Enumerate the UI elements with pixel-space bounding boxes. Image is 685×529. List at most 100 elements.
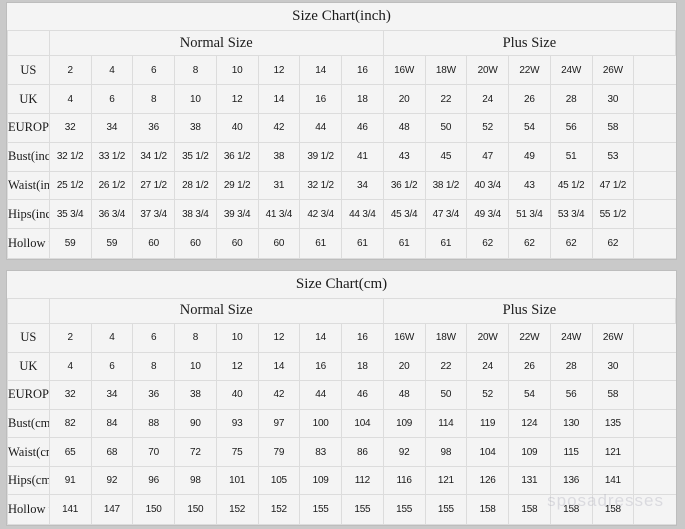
data-cell: 62 [591,228,635,259]
row-label: Waist(cm) [7,437,50,467]
data-cell: 38 [174,380,217,410]
group-header-spacer [7,297,50,325]
data-cell: 32 1/2 [48,141,92,172]
data-cell: 38 [257,141,301,172]
data-cell: 6 [90,84,134,114]
data-cell: 112 [341,465,384,496]
data-cell: 36 1/2 [215,141,259,172]
data-cell: 48 [382,380,426,410]
row-label: US [7,323,50,353]
data-cell: 58 [591,113,635,143]
table-row: UK 4 6 8 10 12 14 16 18 20 22 24 26 28 30 [7,351,676,382]
data-cell: 24 [466,351,509,382]
data-cell: 79 [257,437,301,467]
group-header-row: Normal Size Plus Size [7,29,677,57]
data-cell: 56 [549,380,593,410]
data-cell: 35 3/4 [48,199,92,230]
data-cell: 75 [215,437,259,467]
data-cell: 20 [382,84,426,114]
size-chart-cm-table: Size Chart(cm) Normal Size Plus Size US 2 4 6 8… [7,271,677,525]
table-row: Waist(cm)6568707275798386929810410911512… [7,437,676,467]
data-cell: 39 3/4 [215,199,259,230]
inch-table-body: Size Chart(inch) Normal Size Plus Size US 2 4… [7,3,677,259]
table-row: Waist(inch)25 1/226 1/227 1/228 1/229 1/… [7,170,676,201]
data-cell: 47 3/4 [424,199,468,230]
data-cell: 114 [424,408,468,439]
data-cell: 54 [508,380,551,410]
data-cell: 12 [215,351,259,382]
table-row: EUROPE3234363840424446485052545658 [7,113,676,143]
data-cell: 90 [174,408,217,439]
row-label: EUROPE [7,113,50,143]
data-cell: 121 [424,465,468,496]
data-cell: 36 3/4 [90,199,134,230]
data-cell: 31 [257,170,301,201]
row-trailing-spacer [633,494,676,525]
data-cell: 49 [508,141,551,172]
data-cell: 25 1/2 [48,170,92,201]
chart-title: Size Chart(inch) [7,3,676,31]
data-cell: 152 [215,494,259,525]
data-cell: 28 [549,84,593,114]
data-cell: 158 [591,494,635,525]
data-cell: 32 [48,113,92,143]
data-cell: 61 [382,228,426,259]
data-cell: 59 [48,228,92,259]
data-cell: 115 [549,437,593,467]
data-cell: 8 [132,351,175,382]
size-chart-inch-table: Size Chart(inch) Normal Size Plus Size US 2 4… [7,3,677,259]
data-cell: 26 [508,84,551,114]
table-row: US 2 4 6 8 10 12 14 16 16W 18W 20W 22W 24W 26W [7,55,676,86]
size-chart-inch-panel: Size Chart(inch) Normal Size Plus Size US 2 4… [6,2,677,260]
data-cell: 109 [508,437,551,467]
data-cell: 16 [299,84,342,114]
data-cell: 98 [174,465,217,496]
data-cell: 22 [424,84,468,114]
table-row: Hips(inch)35 3/436 3/437 3/438 3/439 3/4… [7,199,676,230]
data-cell: 2 [48,323,92,353]
group-header-normal-size: Normal Size [48,29,384,57]
row-trailing-spacer [633,408,676,439]
row-label: Bust(inch) [7,141,50,172]
data-cell: 61 [424,228,468,259]
data-cell: 158 [549,494,593,525]
data-cell: 68 [90,437,134,467]
data-cell: 86 [341,437,384,467]
data-cell: 130 [549,408,593,439]
group-header-spacer [7,29,50,57]
data-cell: 88 [132,408,175,439]
data-cell: 40 [215,380,259,410]
data-cell: 38 [174,113,217,143]
data-cell: 121 [591,437,635,467]
data-cell: 135 [591,408,635,439]
data-cell: 12 [215,84,259,114]
data-cell: 62 [466,228,509,259]
data-cell: 22W [508,55,551,86]
data-cell: 20 [382,351,426,382]
data-cell: 116 [382,465,426,496]
data-cell: 6 [90,351,134,382]
row-label: Bust(cm) [7,408,50,439]
table-row: US 2 4 6 8 10 12 14 16 16W 18W 20W 22W 24W 26W [7,323,676,353]
data-cell: 36 [132,113,175,143]
row-label: Hollow to Floor(cm) [7,494,50,525]
data-cell: 65 [48,437,92,467]
data-cell: 6 [132,55,175,86]
data-cell: 16 [299,351,342,382]
data-cell: 14 [299,323,342,353]
data-cell: 62 [549,228,593,259]
row-label: Hips(inch) [7,199,50,230]
row-label: Hollow to Floor(inch) [7,228,50,259]
data-cell: 60 [257,228,301,259]
data-cell: 28 1/2 [174,170,217,201]
row-trailing-spacer [633,228,676,259]
data-cell: 4 [90,55,134,86]
data-cell: 29 1/2 [215,170,259,201]
data-cell: 34 [90,113,134,143]
data-cell: 60 [132,228,175,259]
data-cell: 50 [424,380,468,410]
data-cell: 34 [90,380,134,410]
data-cell: 27 1/2 [132,170,175,201]
data-cell: 33 1/2 [90,141,134,172]
data-cell: 42 [257,113,301,143]
